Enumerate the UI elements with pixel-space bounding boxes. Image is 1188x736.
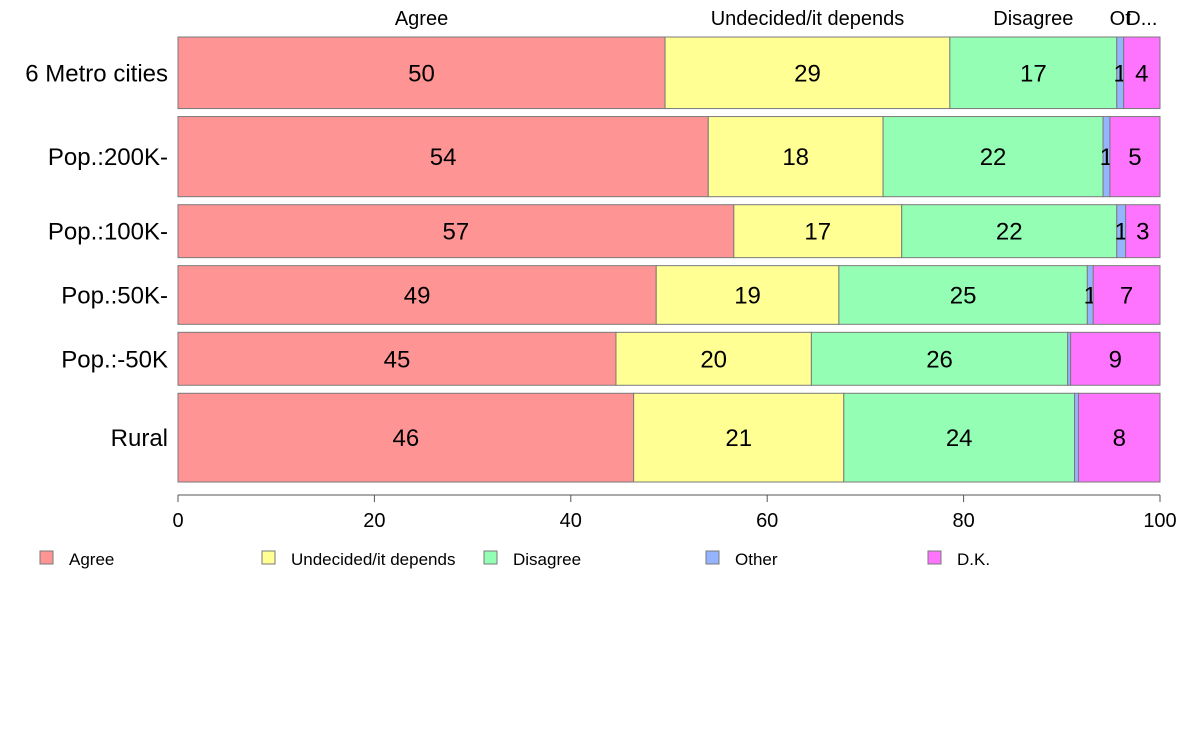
- bar-group: 50 29 17 1 454 18 22 1 557 17 22 1 349 19 25 1 745 20 26 94…: [177, 36, 1161, 483]
- legend-label: D.K.: [957, 550, 990, 569]
- x-axis: 0 20 40 60 80 100: [172, 494, 1177, 532]
- legend-label: Agree: [69, 550, 114, 569]
- bar-segment-d-k--3: [1092, 265, 1161, 325]
- bar-segment-agree-1: [177, 116, 709, 198]
- x-tick-label: 0: [172, 510, 183, 532]
- bar-segment-disagree-3: [838, 265, 1088, 325]
- bar-segment-disagree-5: [843, 392, 1076, 483]
- data-label: 57: [443, 219, 470, 246]
- column-header: D...: [1126, 8, 1157, 30]
- data-label: 21: [725, 425, 752, 452]
- legend-label: Undecided/it depends: [291, 550, 455, 569]
- data-label: 22: [996, 219, 1023, 246]
- data-label: 8: [1113, 425, 1126, 452]
- bar-segment-agree-4: [177, 331, 617, 386]
- bar-segment-d-k--2: [1125, 204, 1161, 259]
- category-label-group: 6 Metro cities Pop.:200K- Pop.:100K- Pop.:5…: [25, 60, 168, 452]
- bar-segment-undecided-it-depends-5: [633, 392, 845, 483]
- x-tick-label: 80: [952, 510, 974, 532]
- data-label: 17: [804, 219, 831, 246]
- data-label: 4: [1135, 60, 1148, 87]
- legend-swatch: [39, 550, 54, 565]
- category-label: Rural: [111, 425, 168, 452]
- legend-swatch: [927, 550, 942, 565]
- legend-label: Disagree: [513, 550, 581, 569]
- x-tick-label: 40: [560, 510, 582, 532]
- column-header: Undecided/it depends: [711, 8, 904, 30]
- data-label: 18: [782, 144, 809, 171]
- column-header-group: Agree Undecided/it depends Disagree OtD...: [395, 8, 1158, 30]
- bar-segment-d-k--4: [1070, 331, 1161, 386]
- bar-segment-undecided-it-depends-4: [615, 331, 812, 386]
- bar-segment-d-k--5: [1077, 392, 1161, 483]
- data-label: 7: [1120, 282, 1133, 309]
- bar-segment-agree-2: [177, 204, 735, 259]
- data-label: 49: [404, 282, 431, 309]
- data-label: 3: [1136, 219, 1149, 246]
- legend-swatch: [705, 550, 720, 565]
- category-label: Pop.:200K-: [48, 144, 168, 171]
- data-label: 25: [950, 282, 977, 309]
- legend-label: Other: [735, 550, 778, 569]
- bar-segment-undecided-it-depends-0: [664, 36, 951, 110]
- data-label: 5: [1128, 144, 1141, 171]
- legend: Agree Undecided/it depends Disagree Other D.…: [39, 550, 990, 569]
- column-header: Ot: [1110, 8, 1132, 30]
- category-label: Pop.:100K-: [48, 219, 168, 246]
- data-label: 17: [1020, 60, 1047, 87]
- bar-segment-agree-5: [177, 392, 635, 483]
- data-label: 1: [1115, 219, 1128, 246]
- x-tick-label: 100: [1143, 510, 1176, 532]
- bar-segment-d-k--0: [1123, 36, 1161, 110]
- data-label: 22: [980, 144, 1007, 171]
- column-header: Disagree: [993, 8, 1073, 30]
- legend-swatch: [483, 550, 498, 565]
- category-label: Pop.:50K-: [61, 282, 168, 309]
- legend-swatch: [261, 550, 276, 565]
- data-label: 26: [926, 346, 953, 373]
- bar-segment-undecided-it-depends-3: [655, 265, 840, 325]
- data-label: 20: [700, 346, 727, 373]
- data-label: 29: [794, 60, 821, 87]
- bar-segment-undecided-it-depends-1: [707, 116, 884, 198]
- bar-segment-disagree-2: [901, 204, 1118, 259]
- data-label: 24: [946, 425, 973, 452]
- bar-segment-undecided-it-depends-2: [733, 204, 903, 259]
- bar-segment-d-k--1: [1109, 116, 1161, 198]
- bar-segment-disagree-4: [810, 331, 1069, 386]
- data-label: 9: [1109, 346, 1122, 373]
- category-label: Pop.:-50K: [61, 346, 168, 373]
- data-label: 50: [408, 60, 435, 87]
- column-header: Agree: [395, 8, 448, 30]
- x-tick-label: 20: [363, 510, 385, 532]
- data-label: 19: [734, 282, 761, 309]
- category-label: 6 Metro cities: [25, 60, 168, 87]
- data-label: 45: [384, 346, 411, 373]
- bar-segment-agree-3: [177, 265, 657, 325]
- data-label: 54: [430, 144, 457, 171]
- bar-segment-other-5: [1074, 392, 1079, 483]
- x-tick-label: 60: [756, 510, 778, 532]
- data-label: 46: [392, 425, 419, 452]
- bar-segment-disagree-1: [882, 116, 1104, 198]
